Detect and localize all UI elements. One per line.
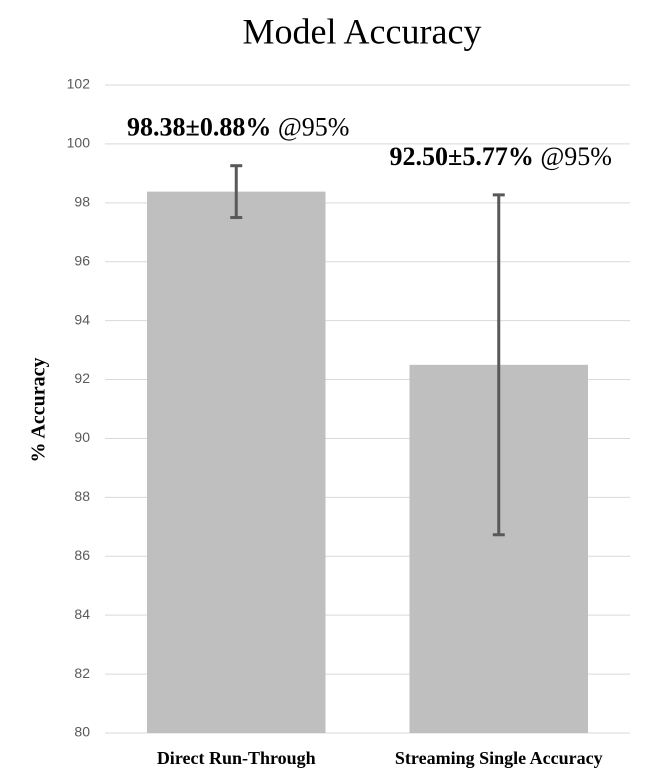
y-tick-label: 90 [74, 429, 90, 445]
error-bar [230, 164, 243, 220]
y-tick-label: 96 [74, 252, 90, 268]
y-tick-label: 80 [74, 724, 90, 740]
y-tick-label: 86 [74, 547, 90, 563]
y-tick-label: 88 [74, 488, 90, 504]
y-tick-label: 100 [67, 135, 91, 151]
x-tick-label: Streaming Single Accuracy [395, 748, 603, 768]
y-tick-label: 98 [74, 194, 90, 210]
data-label-confidence: @95% [278, 113, 350, 142]
data-label: 98.38±0.88% @95% [127, 113, 349, 142]
y-tick-label: 84 [74, 606, 90, 622]
x-tick-label: Direct Run-Through [157, 748, 316, 768]
y-tick-label: 92 [74, 370, 90, 386]
y-axis-label: % Accuracy [28, 358, 50, 463]
y-tick-label: 82 [74, 665, 90, 681]
error-bar [492, 193, 505, 537]
bar [147, 191, 326, 733]
data-label: 92.50±5.77% @95% [390, 142, 612, 171]
y-tick-label: 94 [74, 311, 90, 327]
chart-title: Model Accuracy [243, 11, 482, 51]
data-label-value: 92.50±5.77% [390, 142, 534, 171]
data-label-confidence: @95% [540, 142, 612, 171]
y-tick-label: 102 [67, 76, 91, 92]
data-label-value: 98.38±0.88% [127, 113, 271, 142]
